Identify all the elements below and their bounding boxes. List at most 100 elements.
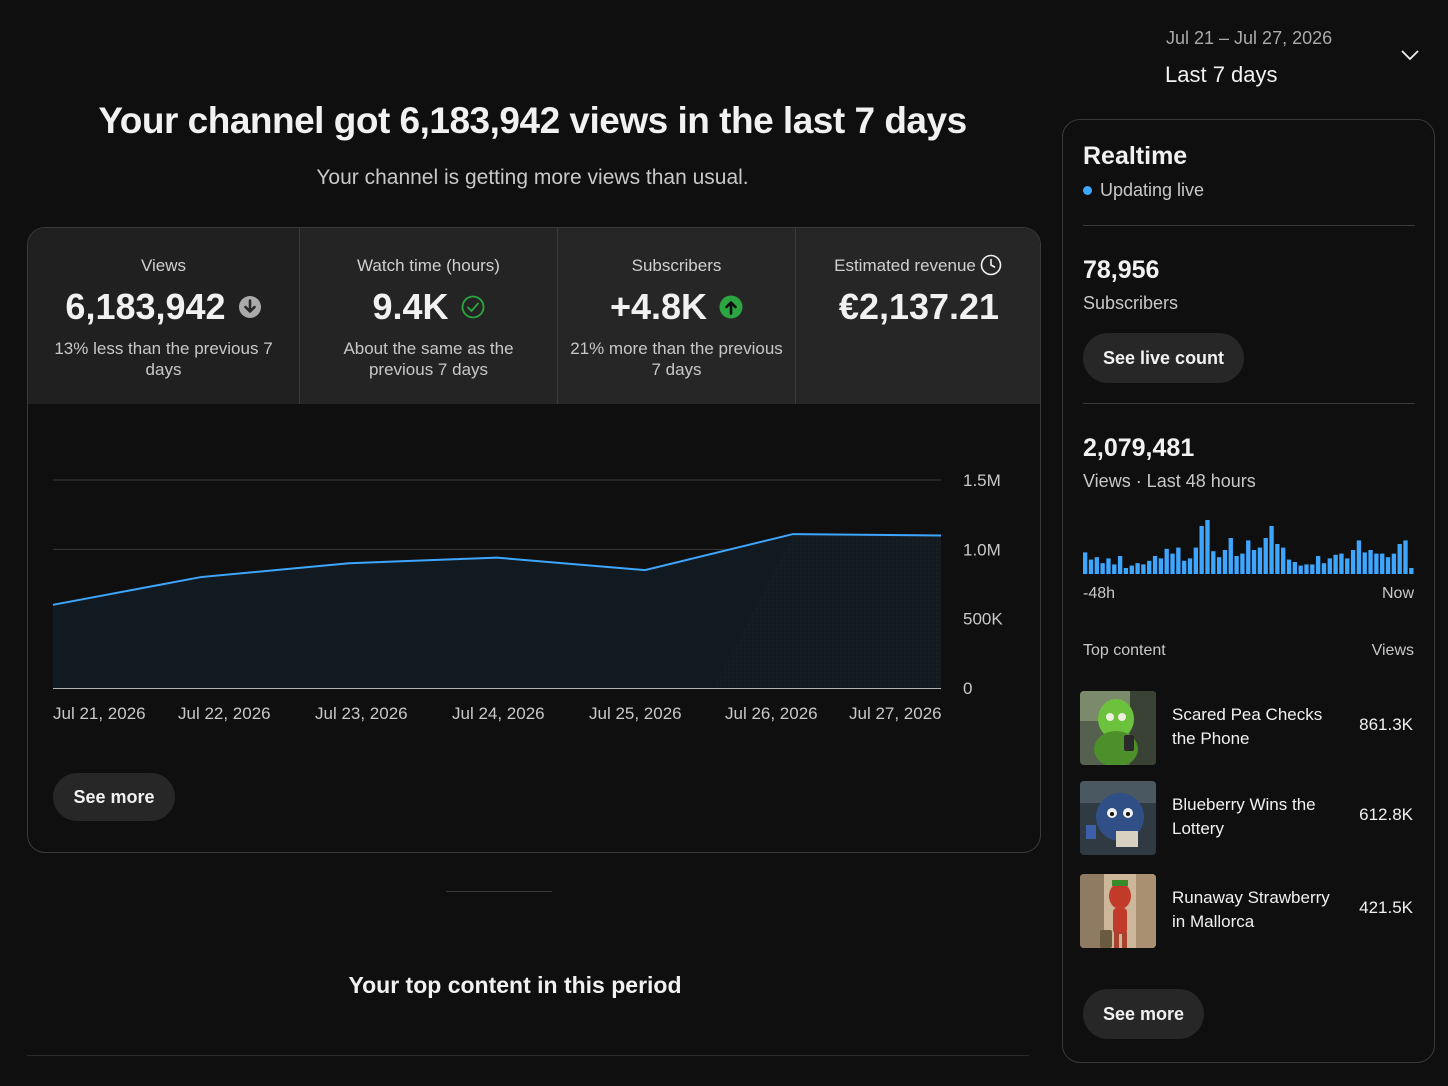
top-content-item[interactable]: Scared Pea Checks the Phone 861.3K bbox=[1080, 691, 1416, 769]
spark-bar[interactable] bbox=[1315, 556, 1321, 574]
metric-value: +4.8K bbox=[609, 286, 708, 327]
spark-bar[interactable] bbox=[1362, 552, 1367, 574]
spark-bar[interactable] bbox=[1083, 552, 1088, 574]
clock-icon bbox=[980, 254, 1002, 276]
see-more-top-content-button[interactable]: See more bbox=[1083, 989, 1205, 1039]
spark-bar[interactable] bbox=[1123, 568, 1129, 574]
x-tick-label: Jul 21, 2026 bbox=[53, 704, 146, 723]
metric-tab-revenue[interactable]: Estimated revenue €2,137.21 bbox=[796, 228, 1040, 404]
spark-bar[interactable] bbox=[1403, 540, 1408, 574]
spark-bar[interactable] bbox=[1152, 556, 1158, 574]
spark-bar[interactable] bbox=[1117, 556, 1123, 574]
see-live-count-button[interactable]: See live count bbox=[1083, 333, 1245, 383]
spark-bar[interactable] bbox=[1304, 564, 1309, 574]
spark-bar[interactable] bbox=[1170, 553, 1175, 574]
realtime-card: Realtime Updating live 78,956 Subscriber… bbox=[1062, 119, 1435, 1063]
spark-bar[interactable] bbox=[1409, 568, 1414, 574]
spark-bar[interactable] bbox=[1380, 553, 1385, 574]
views-chart: 0 500K 1.0M 1.5M bbox=[52, 471, 1003, 698]
metric-label: Views bbox=[140, 256, 187, 275]
spark-bar[interactable] bbox=[1094, 557, 1099, 574]
spark-bar[interactable] bbox=[1345, 558, 1350, 574]
spark-bar[interactable] bbox=[1222, 550, 1228, 574]
video-thumbnail bbox=[1080, 781, 1156, 855]
metric-value: 9.4K bbox=[372, 286, 449, 327]
x-axis-labels: Jul 21, 2026 Jul 22, 2026 Jul 23, 2026 Jul … bbox=[28, 704, 1040, 728]
spark-bar[interactable] bbox=[1310, 564, 1315, 574]
spark-bar[interactable] bbox=[1298, 565, 1303, 574]
spark-bar[interactable] bbox=[1088, 559, 1094, 574]
spark-bar[interactable] bbox=[1176, 547, 1181, 574]
live-label: Updating live bbox=[1100, 180, 1205, 200]
spark-bar[interactable] bbox=[1228, 538, 1233, 574]
realtime-views-bar-chart bbox=[1083, 520, 1414, 574]
spark-bar[interactable] bbox=[1234, 556, 1239, 574]
video-views: 421.5K bbox=[1359, 898, 1413, 917]
spark-bar[interactable] bbox=[1112, 564, 1117, 574]
top-content-item[interactable]: Runaway Strawberry in Mallorca 421.5K bbox=[1080, 874, 1416, 952]
spark-bar[interactable] bbox=[1199, 526, 1204, 574]
spark-bar[interactable] bbox=[1158, 558, 1164, 574]
spark-bar[interactable] bbox=[1246, 540, 1251, 574]
spark-bar[interactable] bbox=[1100, 563, 1105, 574]
spark-bar[interactable] bbox=[1368, 550, 1373, 574]
metric-tab-subscribers[interactable]: Subscribers +4.8K 21% more than the prev… bbox=[558, 228, 796, 404]
date-range-label: Last 7 days bbox=[1165, 62, 1278, 87]
see-more-button[interactable]: See more bbox=[53, 773, 175, 821]
spark-bar[interactable] bbox=[1321, 563, 1327, 574]
y-tick-label: 0 bbox=[963, 679, 972, 698]
x-tick-label: Jul 26, 2026 bbox=[725, 704, 818, 723]
spark-bar[interactable] bbox=[1263, 538, 1268, 574]
spark-bar[interactable] bbox=[1374, 553, 1379, 574]
metric-value: €2,137.21 bbox=[838, 286, 1000, 327]
spark-bar[interactable] bbox=[1350, 550, 1356, 574]
spark-bar[interactable] bbox=[1281, 547, 1286, 574]
x-tick-label: Jul 27, 2026 bbox=[849, 704, 942, 723]
spark-bar[interactable] bbox=[1164, 548, 1169, 574]
spark-bar[interactable] bbox=[1257, 547, 1263, 574]
spark-bar[interactable] bbox=[1275, 544, 1280, 574]
spark-bar[interactable] bbox=[1391, 553, 1397, 574]
spark-bar[interactable] bbox=[1135, 563, 1140, 574]
spark-bar[interactable] bbox=[1333, 554, 1338, 574]
spark-bar[interactable] bbox=[1286, 559, 1292, 574]
spark-bar[interactable] bbox=[1182, 560, 1187, 574]
metric-tab-watch-time[interactable]: Watch time (hours) 9.4K About the same a… bbox=[300, 228, 558, 404]
date-range-text: Jul 21 – Jul 27, 2026 bbox=[1166, 28, 1333, 48]
spark-bar[interactable] bbox=[1240, 553, 1245, 574]
spark-bar[interactable] bbox=[1292, 562, 1297, 574]
video-views: 612.8K bbox=[1359, 805, 1413, 824]
spark-bar[interactable] bbox=[1129, 565, 1134, 574]
video-title: Blueberry Wins the Lottery bbox=[1172, 795, 1316, 838]
spark-bar[interactable] bbox=[1327, 558, 1332, 574]
metric-note: About the same as the previous 7 days bbox=[343, 339, 514, 379]
video-thumbnail bbox=[1080, 691, 1156, 765]
spark-bar[interactable] bbox=[1356, 540, 1362, 574]
x-tick-label: Jul 23, 2026 bbox=[315, 704, 408, 723]
spark-bar[interactable] bbox=[1339, 553, 1344, 574]
spark-bar[interactable] bbox=[1193, 547, 1198, 574]
spark-bar[interactable] bbox=[1216, 557, 1222, 574]
spark-bar[interactable] bbox=[1141, 564, 1146, 574]
metric-label: Watch time (hours) bbox=[357, 256, 500, 275]
subscriber-count: 78,956 bbox=[1083, 256, 1160, 284]
date-range-selector[interactable]: Jul 21 – Jul 27, 2026 Last 7 days bbox=[1165, 26, 1425, 96]
spark-bar[interactable] bbox=[1211, 551, 1216, 574]
x-tick-label: Jul 22, 2026 bbox=[178, 704, 271, 723]
page-headline: Your channel got 6,183,942 views in the … bbox=[98, 100, 967, 141]
chevron-down-icon bbox=[1401, 50, 1419, 61]
x-tick-label: Jul 24, 2026 bbox=[452, 704, 545, 723]
metric-tab-views[interactable]: Views 6,183,942 13% less than the previo… bbox=[28, 228, 300, 404]
live-dot-icon bbox=[1083, 186, 1092, 195]
spark-bar[interactable] bbox=[1269, 526, 1274, 574]
spark-bar[interactable] bbox=[1147, 560, 1152, 574]
views-48h-count: 2,079,481 bbox=[1083, 434, 1195, 462]
spark-bar[interactable] bbox=[1205, 520, 1210, 574]
spark-bar[interactable] bbox=[1106, 558, 1111, 574]
spark-bar[interactable] bbox=[1187, 558, 1193, 574]
spark-bar[interactable] bbox=[1251, 550, 1257, 574]
chart-line bbox=[52, 533, 942, 606]
spark-bar[interactable] bbox=[1397, 544, 1402, 574]
spark-bar[interactable] bbox=[1385, 557, 1391, 574]
top-content-item[interactable]: Blueberry Wins the Lottery 612.8K bbox=[1080, 781, 1416, 859]
